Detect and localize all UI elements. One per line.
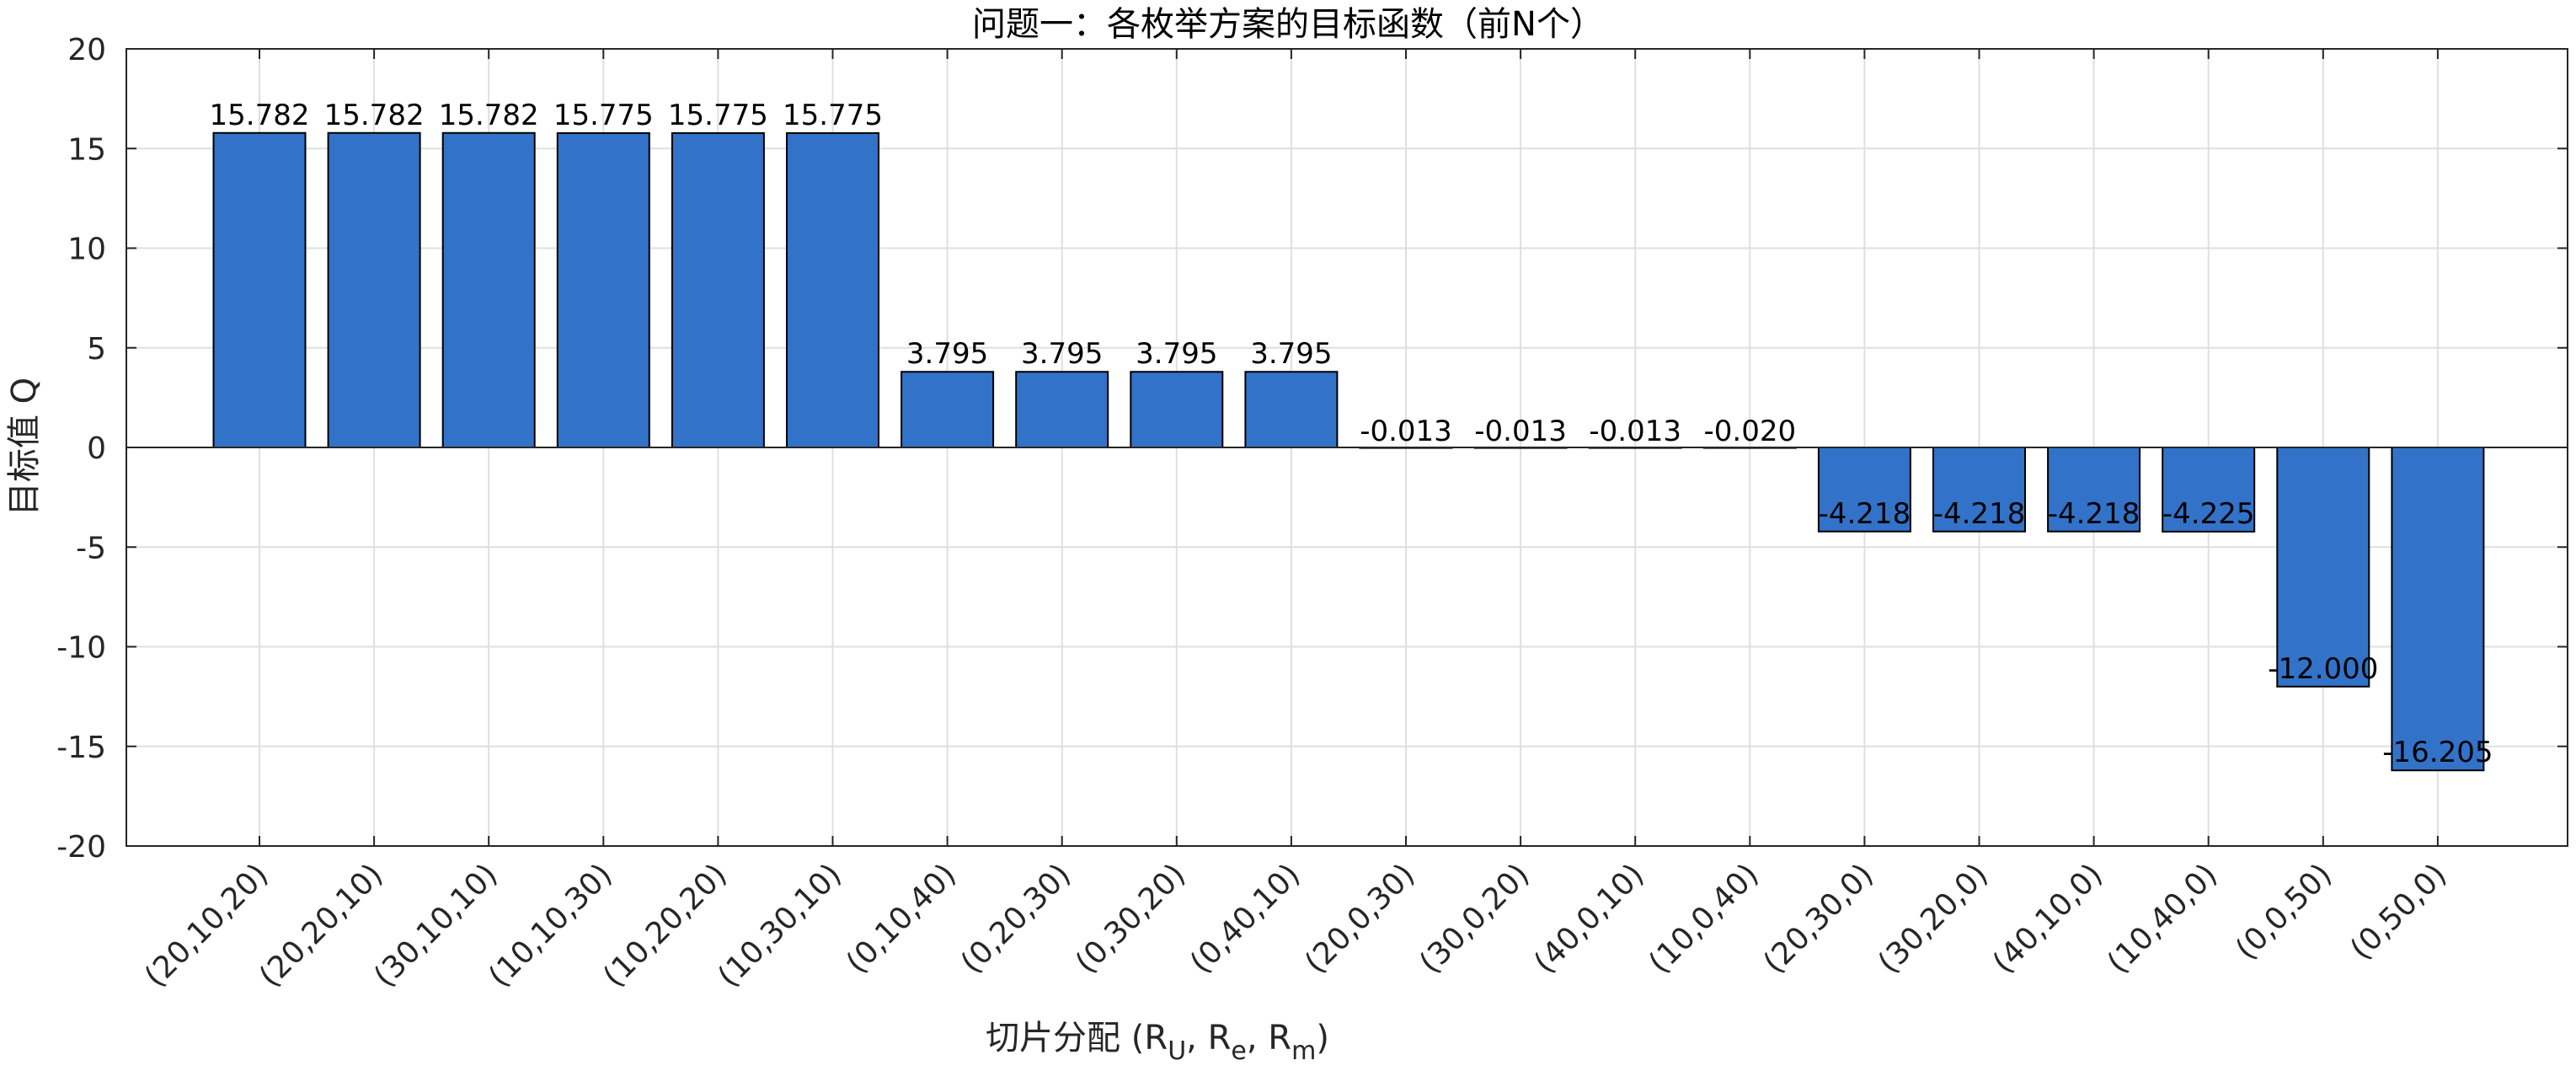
bar bbox=[1817, 447, 1911, 533]
bar bbox=[212, 131, 307, 448]
bar bbox=[671, 131, 765, 448]
value-label-layer: 15.782 15.782 15.782 15.775 15.775 15.775 3.79… bbox=[210, 99, 2493, 769]
y-axis-title: 目标值 Q bbox=[5, 378, 44, 516]
y-tick-label: 5 bbox=[87, 332, 106, 367]
bar bbox=[786, 131, 879, 448]
bar-value-label: 3.795 bbox=[1021, 337, 1103, 371]
x-axis-title-sep-2: , R bbox=[1247, 1019, 1291, 1058]
bar-value-label: 15.782 bbox=[439, 99, 539, 132]
bar-value-label: -4.218 bbox=[1933, 497, 2026, 531]
y-tick-label: -20 bbox=[56, 830, 106, 865]
bar-value-label: 15.782 bbox=[210, 99, 310, 132]
bar bbox=[556, 131, 650, 448]
bar-value-label: 3.795 bbox=[1250, 337, 1332, 371]
x-axis-title-sub-e: e bbox=[1231, 1036, 1246, 1066]
bar bbox=[327, 131, 421, 448]
x-axis-title-sep-1: , R bbox=[1186, 1019, 1231, 1058]
bar-value-label: -0.013 bbox=[1589, 415, 1681, 448]
bar-value-label: -0.013 bbox=[1360, 415, 1452, 448]
bar-layer bbox=[212, 131, 2485, 772]
bar bbox=[901, 371, 995, 449]
bar bbox=[441, 131, 536, 448]
x-axis-title-end: ) bbox=[1316, 1019, 1329, 1058]
chart-title: 问题一：各枚举方案的目标函数（前N个） bbox=[972, 5, 1604, 44]
bar-value-label: -4.225 bbox=[2162, 497, 2255, 531]
bar bbox=[1244, 371, 1339, 449]
bar bbox=[1932, 447, 2026, 533]
y-tick-label: 20 bbox=[67, 33, 106, 67]
y-tick-label: 10 bbox=[67, 233, 106, 267]
x-axis-title-sub-m: m bbox=[1291, 1036, 1316, 1066]
bar-value-label: 3.795 bbox=[1136, 337, 1217, 371]
bar-value-label: 15.775 bbox=[668, 99, 768, 132]
bar bbox=[1015, 371, 1109, 449]
bar-value-label: 15.782 bbox=[324, 99, 425, 132]
bar-value-label: 15.775 bbox=[783, 99, 883, 132]
y-tick-label: 15 bbox=[67, 132, 106, 167]
bar bbox=[1130, 371, 1224, 449]
bar-value-label: -0.013 bbox=[1474, 415, 1567, 448]
bar bbox=[2276, 447, 2370, 688]
bar bbox=[2047, 447, 2141, 533]
bar-value-label: -4.218 bbox=[2048, 497, 2140, 531]
y-tick-label: -5 bbox=[76, 531, 106, 565]
bar-value-label: 15.775 bbox=[553, 99, 654, 132]
bar-value-label: -12.000 bbox=[2268, 652, 2378, 686]
y-tick-label: -10 bbox=[56, 631, 106, 666]
bar bbox=[2391, 447, 2485, 772]
bar-value-label: -4.218 bbox=[1819, 497, 1911, 531]
bar-value-label: -16.205 bbox=[2382, 736, 2493, 769]
x-axis-title-sub-u: U bbox=[1168, 1036, 1186, 1066]
y-tick-label: -15 bbox=[56, 731, 106, 765]
bar-value-label: 3.795 bbox=[906, 337, 988, 371]
x-axis-title-main: 切片分配 (R bbox=[986, 1019, 1168, 1058]
y-tick-label: 0 bbox=[87, 431, 106, 466]
bar-value-label: -0.020 bbox=[1703, 415, 1796, 448]
bar bbox=[2162, 447, 2256, 533]
x-axis-title: 切片分配 (RU, Re, Rm) bbox=[986, 1019, 1329, 1066]
